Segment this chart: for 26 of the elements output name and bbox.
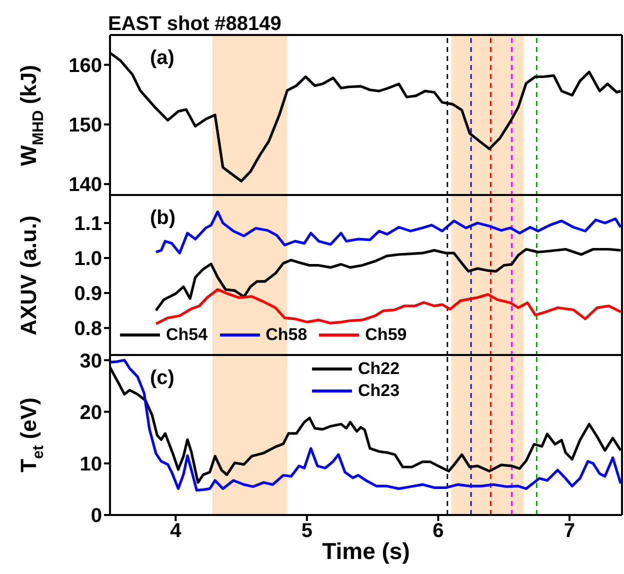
y-tick-label: 30 bbox=[80, 350, 102, 372]
y-tick-label: 140 bbox=[68, 174, 102, 196]
legend-label: Ch54 bbox=[166, 325, 208, 345]
legend-label: Ch59 bbox=[365, 325, 407, 345]
y-tick-label: 10 bbox=[80, 453, 102, 476]
legend-label: Ch23 bbox=[358, 381, 400, 401]
x-axis-title: Time (s) bbox=[322, 538, 410, 564]
y-tick-label: 0 bbox=[90, 505, 102, 528]
legend-label: Ch22 bbox=[358, 359, 400, 379]
y-tick-label: 0.8 bbox=[74, 318, 102, 340]
legend-label: Ch58 bbox=[266, 325, 308, 345]
y-axis-title: AXUV (a.u.) bbox=[16, 216, 41, 336]
annotation: (b) bbox=[150, 207, 176, 230]
y-tick-label: 0.9 bbox=[74, 283, 102, 306]
y-tick-label: 160 bbox=[68, 54, 102, 77]
x-tick-label: 7 bbox=[564, 520, 576, 542]
x-tick-label: 6 bbox=[432, 520, 444, 542]
chart-title: EAST shot #88149 bbox=[108, 13, 282, 36]
y-tick-label: 1.0 bbox=[74, 248, 102, 270]
y-tick-label: 150 bbox=[68, 114, 102, 137]
x-tick-label: 4 bbox=[170, 520, 182, 542]
y-tick-label: 1.1 bbox=[74, 213, 102, 236]
annotation: (a) bbox=[150, 47, 174, 70]
y-tick-label: 20 bbox=[80, 402, 102, 424]
annotation: (c) bbox=[150, 367, 174, 390]
x-tick-label: 5 bbox=[301, 520, 312, 542]
